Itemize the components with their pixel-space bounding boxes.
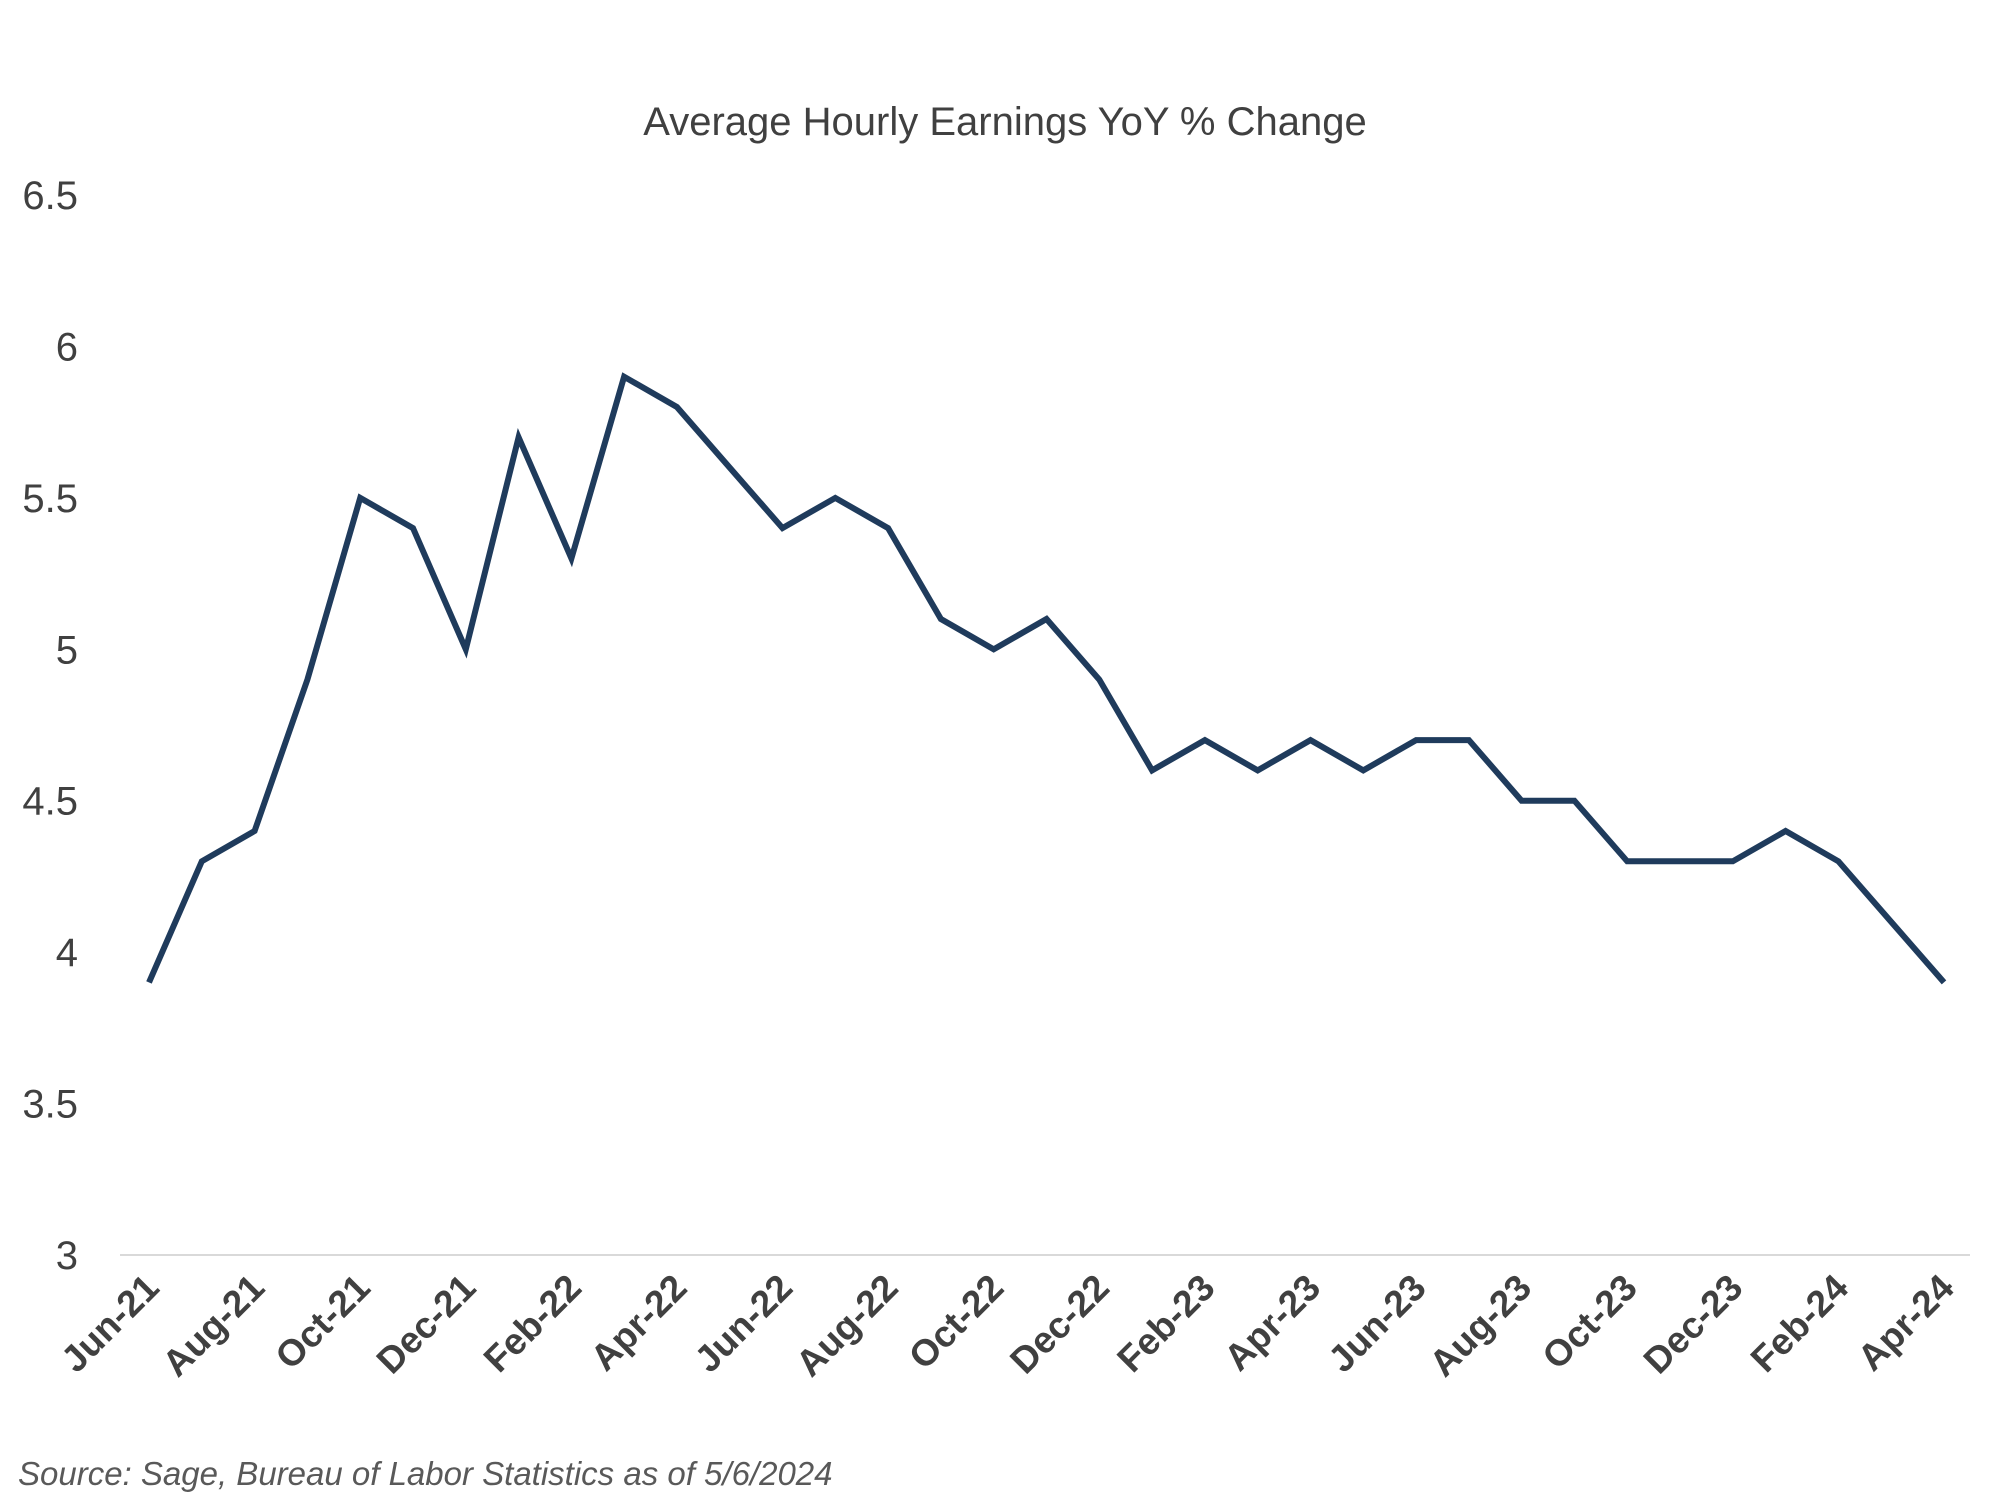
y-tick-label: 6 [56,325,78,369]
y-axis-ticks: 3 3.5 4 4.5 5 5.5 6 6.5 [22,174,78,1278]
x-tick-label: Jun-21 [53,1267,166,1380]
x-tick-label: Apr-24 [1850,1266,1962,1378]
x-tick-label: Jun-23 [1320,1267,1433,1380]
x-axis-ticks: Jun-21Aug-21Oct-21Dec-21Feb-22Apr-22Jun-… [53,1266,1962,1384]
y-tick-label: 5.5 [22,477,78,521]
x-tick-label: Aug-23 [1422,1267,1540,1385]
x-tick-label: Aug-21 [155,1267,273,1385]
x-tick-label: Feb-23 [1109,1267,1222,1380]
x-tick-label: Oct-23 [1534,1267,1644,1377]
x-tick-label: Apr-22 [583,1267,695,1379]
y-tick-label: 6.5 [22,174,78,218]
x-tick-label: Oct-21 [267,1267,377,1377]
chart-title: Average Hourly Earnings YoY % Change [643,100,1366,144]
x-tick-label: Aug-22 [788,1267,906,1385]
y-tick-label: 3.5 [22,1083,78,1127]
y-tick-label: 3 [56,1234,78,1278]
x-tick-label: Dec-21 [369,1267,484,1382]
x-tick-label: Jun-22 [687,1267,800,1380]
x-tick-label: Dec-22 [1002,1267,1117,1382]
x-tick-label: Feb-24 [1743,1266,1857,1380]
x-tick-label: Oct-22 [901,1267,1011,1377]
series-line [146,372,1947,985]
source-note: Source: Sage, Bureau of Labor Statistics… [18,1455,833,1492]
y-tick-label: 4 [56,931,78,975]
series-layer [146,372,1947,985]
y-tick-label: 5 [56,628,78,672]
x-tick-label: Apr-23 [1216,1267,1328,1379]
x-tick-label: Dec-23 [1636,1267,1751,1382]
x-tick-label: Feb-22 [476,1267,589,1380]
y-tick-label: 4.5 [22,780,78,824]
